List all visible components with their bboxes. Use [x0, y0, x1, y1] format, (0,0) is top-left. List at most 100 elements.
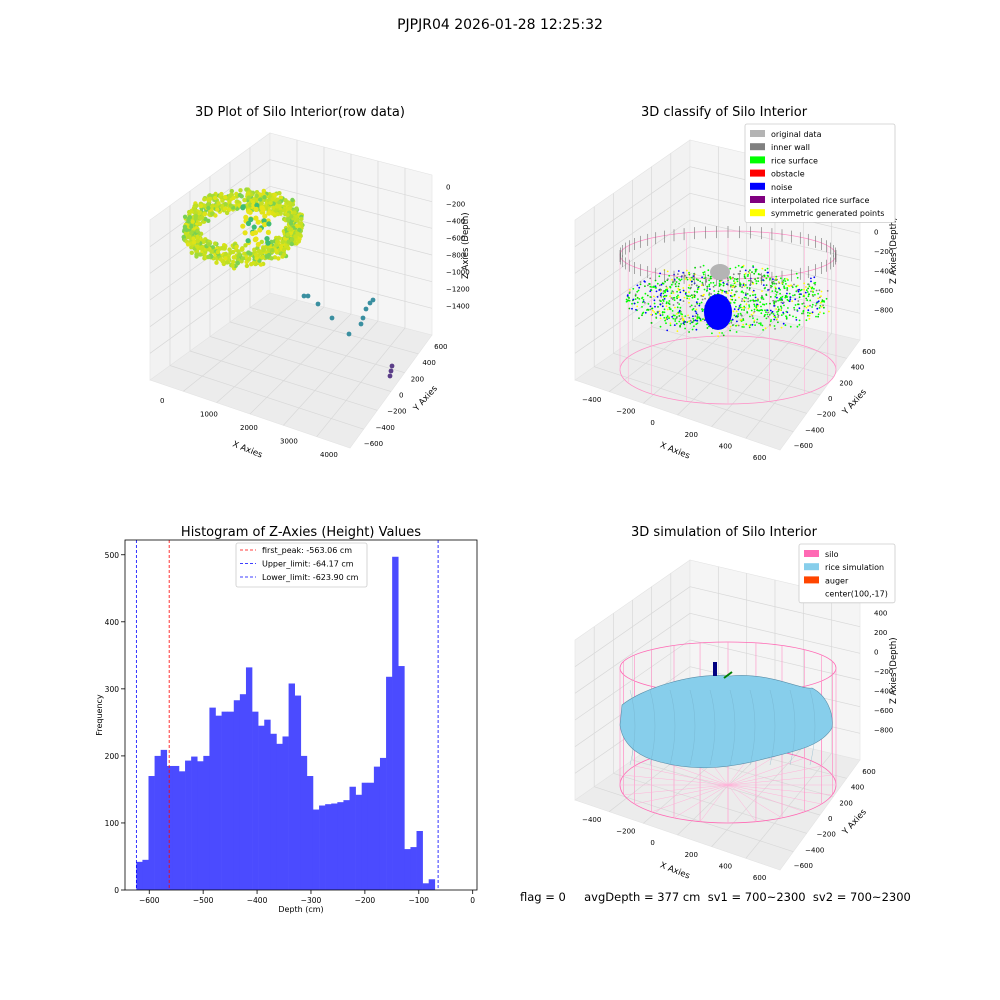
data-point	[782, 279, 785, 282]
data-point	[679, 291, 682, 294]
x-tick-label: −200	[355, 896, 376, 905]
data-point	[676, 295, 678, 298]
data-point	[776, 291, 778, 294]
histogram-bar	[154, 755, 161, 890]
data-point	[676, 312, 678, 315]
z-axis-label: Z Axies (Depth)	[889, 217, 899, 284]
data-point	[766, 313, 769, 316]
data-point	[280, 239, 285, 245]
data-point	[664, 319, 666, 322]
data-point	[788, 300, 791, 303]
data-point	[659, 300, 662, 302]
data-point	[234, 244, 239, 250]
y-tick-label: 500	[105, 551, 120, 560]
data-point	[702, 318, 704, 321]
data-point	[644, 285, 646, 288]
data-point	[684, 327, 686, 330]
data-point	[679, 318, 682, 320]
panel-raw-3d-scatter: 3D Plot of Silo Interior(row data) 0 1000 2…	[149, 105, 471, 461]
data-point	[243, 243, 248, 248]
data-point	[695, 323, 698, 325]
surface-mesh	[769, 689, 776, 766]
data-point	[744, 294, 747, 296]
data-point	[237, 252, 242, 257]
data-point	[745, 323, 748, 326]
data-point	[297, 227, 302, 233]
chart-title: Histogram of Z-Axies (Height) Values	[181, 525, 421, 540]
data-point	[764, 269, 767, 271]
silo-wire	[673, 784, 729, 819]
data-point	[721, 332, 723, 334]
data-point	[805, 289, 808, 292]
data-point	[742, 323, 745, 326]
y-tick-label: 200	[839, 799, 852, 807]
data-point	[764, 313, 766, 316]
data-point	[315, 301, 321, 307]
data-point	[265, 229, 271, 235]
data-point	[733, 286, 736, 289]
x-axis-label: Depth (cm)	[278, 905, 323, 914]
data-point	[780, 305, 782, 308]
data-point	[687, 286, 690, 289]
data-point	[700, 294, 703, 297]
data-point	[769, 277, 771, 280]
data-point	[659, 325, 662, 328]
data-point	[675, 322, 678, 325]
data-point	[695, 284, 698, 287]
data-point	[282, 252, 287, 257]
data-point	[673, 299, 676, 301]
data-point	[296, 239, 301, 244]
data-point	[688, 291, 690, 293]
data-point	[694, 315, 697, 318]
data-point	[817, 300, 820, 303]
data-point	[747, 273, 749, 276]
data-point	[772, 280, 775, 283]
data-point	[761, 324, 764, 327]
data-point	[679, 279, 682, 282]
data-point	[794, 298, 797, 301]
data-point	[793, 283, 795, 286]
data-point	[763, 303, 766, 306]
y-tick-label: 200	[105, 752, 120, 761]
y-tick-label: −600	[794, 442, 813, 450]
data-point	[665, 318, 667, 321]
surface-mesh	[629, 689, 636, 766]
data-point	[775, 300, 777, 303]
data-point	[694, 294, 696, 297]
data-point	[736, 315, 739, 318]
data-point	[639, 283, 642, 286]
data-point	[798, 307, 801, 310]
z-tick-label: −1400	[446, 303, 470, 311]
data-point	[634, 294, 637, 297]
data-point	[751, 323, 754, 326]
data-point	[240, 223, 246, 229]
silo-wire	[623, 774, 729, 786]
data-point	[691, 328, 694, 331]
surface-mesh	[669, 689, 676, 766]
data-point	[779, 288, 781, 291]
data-point	[810, 277, 812, 280]
data-point	[636, 305, 639, 308]
y-tick-label: −200	[387, 408, 406, 416]
data-point	[777, 314, 780, 317]
data-point	[776, 278, 778, 281]
data-point	[780, 326, 783, 329]
data-point	[741, 326, 744, 328]
data-point	[807, 309, 810, 312]
legend-label: inner wall	[771, 143, 810, 152]
data-point	[224, 210, 230, 216]
data-point	[701, 298, 704, 301]
data-point	[261, 247, 266, 253]
x-tick-label: −400	[582, 396, 601, 404]
data-point	[671, 278, 673, 281]
data-point	[776, 296, 778, 299]
data-point	[695, 301, 698, 304]
data-point	[749, 315, 751, 318]
data-point	[814, 283, 816, 286]
data-point	[700, 284, 703, 287]
data-point	[763, 274, 765, 277]
data-point	[642, 298, 645, 301]
data-point	[736, 278, 739, 280]
data-point	[788, 314, 791, 316]
z-tick-label: 400	[874, 610, 887, 618]
